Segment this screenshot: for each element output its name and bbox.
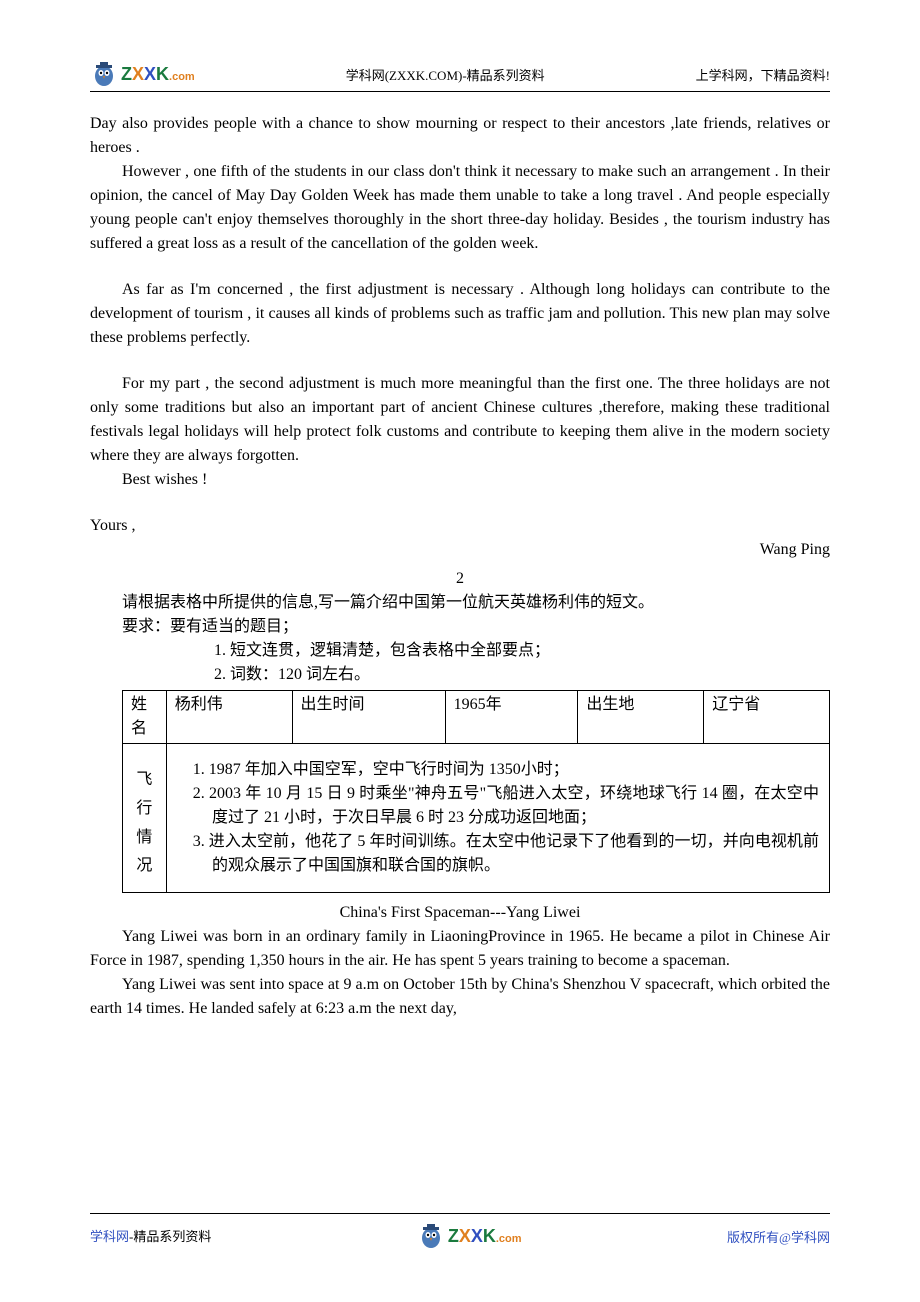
prompt-line: 请根据表格中所提供的信息,写一篇介绍中国第一位航天英雄杨利伟的短文。 [90,591,830,615]
essay-paragraph-2: Yang Liwei was sent into space at 9 a.m … [90,973,830,1021]
logo: ZXXK.com [90,60,195,88]
footer-left-dark: -精品系列资料 [129,1229,211,1244]
footer-logo-text: ZXXK.com [448,1226,522,1247]
cell-place-value: 辽宁省 [704,691,830,744]
footer-left: 学科网-精品系列资料 [90,1226,211,1246]
header-center-text: 学科网(ZXXK.COM)-精品系列资料 [346,65,545,84]
flight-item-2: 2. 2003 年 10 月 15 日 9 时乘坐"神舟五号"飞船进入太空，环绕… [212,782,819,830]
flight-label-cell: 飞 行 情 况 [123,744,167,893]
cell-birth-label: 出生时间 [292,691,445,744]
logo-z: Z [121,64,132,84]
flight-item-1: 1. 1987 年加入中国空军，空中飞行时间为 1350小时； [212,758,819,782]
requirement-label: 要求：要有适当的题目； [90,615,830,639]
signature: Wang Ping [90,538,830,562]
logo-k: K [156,64,169,84]
cell-place-label: 出生地 [578,691,704,744]
cell-name-value: 杨利伟 [166,691,292,744]
logo-suffix: .com [169,71,195,83]
paragraph-3: As far as I'm concerned , the first adju… [90,278,830,350]
vert-char: 情 [136,824,152,853]
logo-x2: X [144,64,156,84]
owl-icon [417,1222,445,1250]
paragraph-1: Day also provides people with a chance t… [90,112,830,160]
paragraph-4: For my part , the second adjustment is m… [90,372,830,468]
vert-char: 行 [136,795,152,824]
logo-x1: X [132,64,144,84]
logo-z: Z [448,1226,459,1246]
logo-x2: X [471,1226,483,1246]
paragraph-5: Best wishes ! [90,468,830,492]
logo-x1: X [459,1226,471,1246]
page-header: ZXXK.com 学科网(ZXXK.COM)-精品系列资料 上学科网，下精品资料… [90,60,830,92]
vert-char: 飞 [136,766,152,795]
footer-right: 版权所有@学科网 [727,1227,830,1246]
section-number: 2 [90,567,830,591]
logo-suffix: .com [496,1233,522,1245]
essay-paragraph-1: Yang Liwei was born in an ordinary famil… [90,925,830,973]
vert-char: 况 [136,852,152,881]
info-table-wrapper: 姓名 杨利伟 出生时间 1965年 出生地 辽宁省 飞 行 情 况 [122,690,830,893]
closing: Yours , [90,514,830,538]
page-footer: 学科网-精品系列资料 ZXXK.com 版权所有@学科网 [90,1213,830,1250]
cell-name-label: 姓名 [123,691,167,744]
footer-logo: ZXXK.com [417,1222,522,1250]
footer-left-blue: 学科网 [90,1229,129,1244]
owl-icon [90,60,118,88]
requirement-1: 1. 短文连贯，逻辑清楚，包含表格中全部要点； [90,639,830,663]
flight-info-cell: 1. 1987 年加入中国空军，空中飞行时间为 1350小时； 2. 2003 … [166,744,829,893]
info-table: 姓名 杨利伟 出生时间 1965年 出生地 辽宁省 飞 行 情 况 [122,690,830,893]
table-row: 姓名 杨利伟 出生时间 1965年 出生地 辽宁省 [123,691,830,744]
header-right-text: 上学科网，下精品资料! [696,65,830,84]
document-body: Day also provides people with a chance t… [90,112,830,1021]
table-row: 飞 行 情 况 1. 1987 年加入中国空军，空中飞行时间为 1350小时； … [123,744,830,893]
essay-title: China's First Spaceman---Yang Liwei [90,901,830,925]
requirement-2: 2. 词数：120 词左右。 [90,663,830,687]
flight-item-3: 3. 进入太空前，他花了 5 年时间训练。在太空中他记录下了他看到的一切，并向电… [212,830,819,878]
cell-birth-value: 1965年 [445,691,578,744]
logo-text: ZXXK.com [121,64,195,85]
paragraph-2: However , one fifth of the students in o… [90,160,830,256]
logo-k: K [483,1226,496,1246]
